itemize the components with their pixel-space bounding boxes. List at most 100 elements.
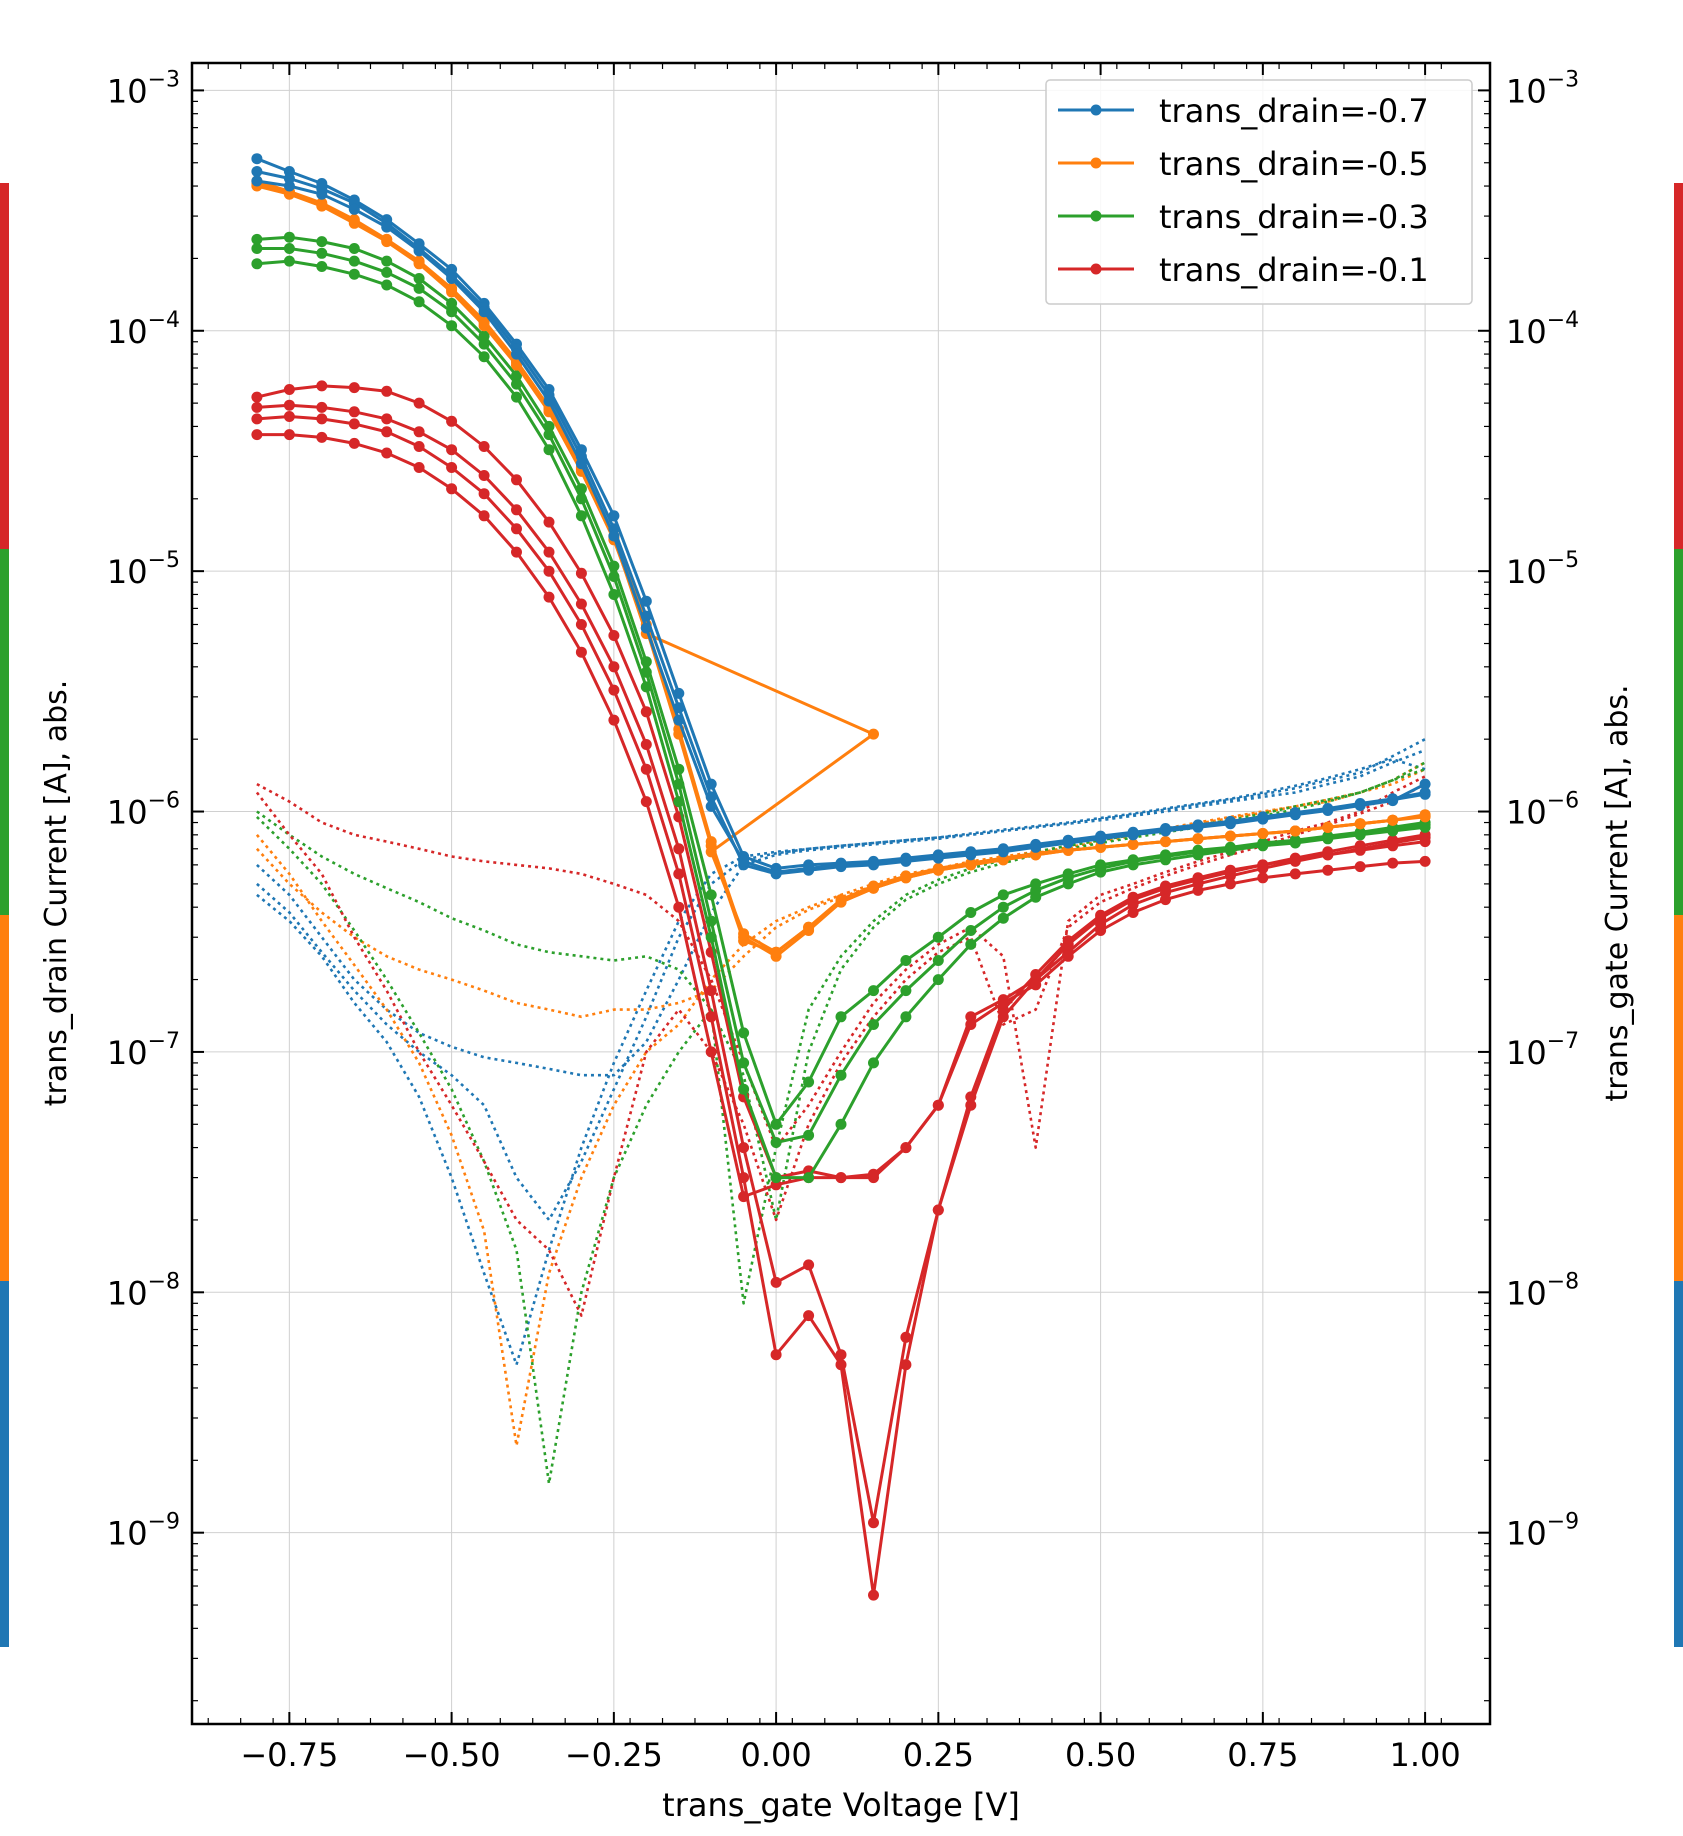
data-point bbox=[446, 483, 458, 495]
data-point bbox=[381, 426, 393, 438]
gate-current-curve bbox=[256, 761, 1426, 1222]
data-point bbox=[835, 1172, 847, 1184]
legend-label: trans_drain=-0.3 bbox=[1159, 198, 1429, 236]
data-point bbox=[446, 444, 458, 456]
data-point bbox=[803, 1129, 815, 1141]
data-point bbox=[1257, 872, 1269, 884]
data-point bbox=[511, 523, 522, 535]
data-point bbox=[1257, 859, 1269, 871]
data-point bbox=[868, 728, 879, 740]
data-point bbox=[1387, 857, 1399, 869]
side-bar-left-segment bbox=[0, 1281, 9, 1647]
y-tick-label-right: 10−3 bbox=[1506, 67, 1579, 110]
data-point bbox=[316, 413, 328, 425]
data-point bbox=[1387, 825, 1399, 837]
gate-current-curve bbox=[256, 748, 1426, 1366]
y-axis-label-left: trans_drain Current [A], abs. bbox=[39, 680, 74, 1107]
data-point bbox=[640, 595, 652, 607]
data-point bbox=[803, 921, 815, 933]
data-point bbox=[803, 1259, 815, 1271]
data-point bbox=[770, 1137, 782, 1148]
x-tick-label: 1.00 bbox=[1389, 1736, 1460, 1774]
data-point bbox=[640, 763, 652, 775]
data-point bbox=[251, 166, 263, 177]
data-point bbox=[608, 571, 620, 582]
data-point bbox=[770, 866, 782, 878]
legend-swatch-marker bbox=[1090, 263, 1102, 275]
data-point bbox=[640, 681, 652, 693]
data-point bbox=[1192, 849, 1204, 861]
data-point bbox=[640, 739, 652, 750]
data-point bbox=[868, 985, 879, 997]
data-point bbox=[446, 306, 458, 318]
side-bar-right-segment bbox=[1674, 1281, 1683, 1647]
data-point bbox=[1354, 829, 1366, 841]
data-point bbox=[900, 1142, 912, 1154]
y-tick-label-left: 10−3 bbox=[107, 67, 180, 110]
data-point bbox=[543, 591, 555, 603]
data-point bbox=[348, 268, 360, 280]
data-point bbox=[446, 462, 458, 473]
data-point bbox=[1095, 841, 1107, 853]
data-point bbox=[575, 619, 587, 630]
y-ticks: 10−9 10−9 10−8 10−8 10−7 10−7 10−6 10−6 10−5 10−5… bbox=[107, 67, 1579, 1702]
side-bar-left-segment bbox=[0, 915, 9, 1281]
data-point bbox=[1322, 833, 1334, 845]
data-point bbox=[1030, 849, 1042, 861]
y-tick-label-right: 10−4 bbox=[1506, 308, 1579, 351]
data-point bbox=[673, 901, 685, 913]
data-point bbox=[1419, 821, 1431, 833]
data-point bbox=[900, 1331, 912, 1343]
data-point bbox=[965, 1019, 977, 1030]
data-point bbox=[1127, 828, 1139, 839]
data-point bbox=[738, 855, 750, 867]
data-point bbox=[381, 255, 393, 267]
data-point bbox=[608, 684, 620, 696]
data-point bbox=[803, 1076, 815, 1088]
data-point bbox=[316, 261, 328, 272]
data-point bbox=[348, 203, 360, 215]
data-point bbox=[932, 1204, 944, 1216]
data-point bbox=[965, 938, 977, 950]
gate-current-curve bbox=[256, 738, 1426, 1077]
data-point bbox=[413, 282, 425, 294]
y-tick-label-right: 10−5 bbox=[1506, 548, 1579, 591]
data-point bbox=[413, 441, 425, 452]
data-point bbox=[1419, 836, 1431, 848]
data-point bbox=[478, 470, 490, 481]
x-tick-label: 0.50 bbox=[1065, 1736, 1136, 1774]
data-point bbox=[1127, 838, 1139, 850]
data-point bbox=[705, 985, 717, 997]
data-point bbox=[1387, 794, 1399, 806]
data-point bbox=[543, 444, 555, 456]
data-point bbox=[705, 846, 717, 858]
data-point bbox=[283, 429, 295, 441]
data-point bbox=[316, 401, 328, 413]
data-point bbox=[446, 415, 458, 427]
data-point bbox=[1322, 804, 1334, 815]
data-point bbox=[1192, 833, 1204, 845]
data-point bbox=[1224, 817, 1236, 828]
data-point bbox=[835, 896, 847, 908]
data-point bbox=[1419, 778, 1431, 790]
data-point bbox=[1322, 849, 1334, 861]
data-point bbox=[1095, 866, 1107, 878]
data-point bbox=[640, 796, 652, 808]
data-point bbox=[1354, 861, 1366, 873]
side-bar-right-segment bbox=[1674, 549, 1683, 915]
data-point bbox=[283, 399, 295, 411]
data-point bbox=[997, 854, 1009, 866]
data-point bbox=[1127, 891, 1139, 903]
data-point bbox=[738, 1083, 750, 1095]
legend-label: trans_drain=-0.7 bbox=[1159, 92, 1429, 130]
data-point bbox=[1160, 894, 1171, 906]
data-point bbox=[673, 868, 685, 880]
data-point bbox=[1322, 864, 1334, 876]
data-point bbox=[770, 946, 782, 958]
data-point bbox=[413, 245, 425, 257]
grid bbox=[192, 63, 1490, 1724]
x-tick-label: 0.00 bbox=[740, 1736, 811, 1774]
x-tick-label: −0.25 bbox=[565, 1736, 663, 1774]
x-tick-label: −0.75 bbox=[240, 1736, 338, 1774]
